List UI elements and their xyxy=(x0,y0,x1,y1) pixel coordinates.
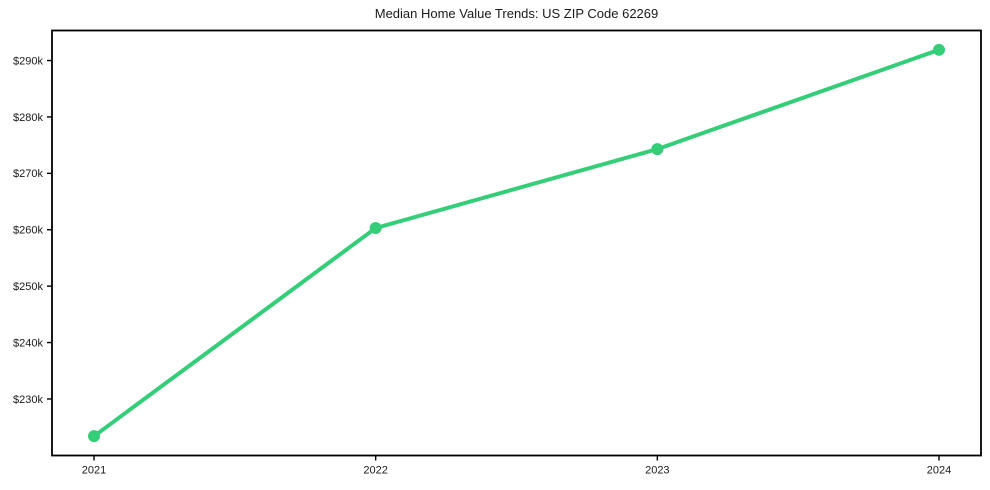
trend-line xyxy=(92,47,941,439)
y-axis-tick-label: $270k xyxy=(13,168,43,180)
data-point-marker-2023 xyxy=(651,143,664,156)
x-axis-tick-label: 2021 xyxy=(82,465,106,477)
x-axis-tick-label: 2024 xyxy=(927,465,951,477)
y-axis-tick-label: $290k xyxy=(13,55,43,67)
data-point-marker-2021 xyxy=(88,430,100,443)
y-axis-tick-label: $230k xyxy=(13,394,43,406)
x-axis-tick-label: 2022 xyxy=(363,465,387,477)
data-point-marker-2024 xyxy=(933,43,945,56)
x-axis-tick-label: 2023 xyxy=(645,465,669,477)
y-axis-tick-label: $240k xyxy=(13,337,43,349)
y-axis-tick-label: $280k xyxy=(13,112,43,124)
y-axis-tick-label: $260k xyxy=(13,225,43,237)
y-axis-tick-label: $250k xyxy=(13,281,43,293)
data-point-marker-2022 xyxy=(369,222,382,235)
chart-title: Median Home Value Trends: US ZIP Code 62… xyxy=(374,6,659,21)
plot-frame xyxy=(51,29,982,457)
